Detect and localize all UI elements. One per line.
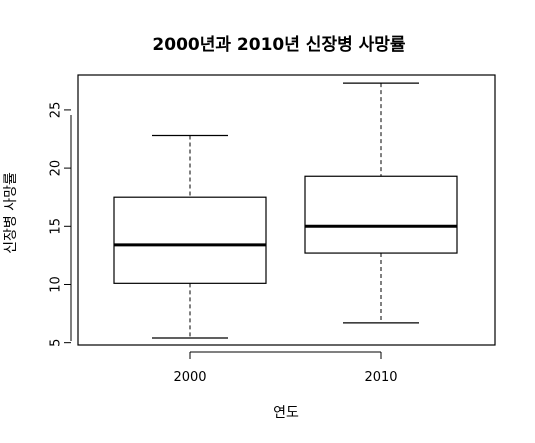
plot-area [77,74,496,346]
y-tick-label: 20 [49,160,64,177]
y-tick-label: 15 [49,218,64,235]
x-axis-title: 연도 [273,405,299,421]
iqr-box [113,196,267,284]
iqr-box [304,175,458,254]
y-tick-label: 10 [49,276,64,293]
y-axis: 5 10 15 20 25 [49,102,72,347]
chart-title: 2000년과 2010년 신장병 사망률 [152,35,406,55]
x-tick-label: 2010 [364,370,397,385]
x-axis: 2000 2010 [173,351,398,385]
box-series [113,82,458,339]
y-tick-label: 25 [49,102,64,119]
box-group [304,82,458,324]
box-group [113,134,267,339]
y-tick-label: 5 [49,339,64,347]
y-axis-title: 신장병 사망률 [3,172,19,254]
x-tick-label: 2000 [173,370,206,385]
